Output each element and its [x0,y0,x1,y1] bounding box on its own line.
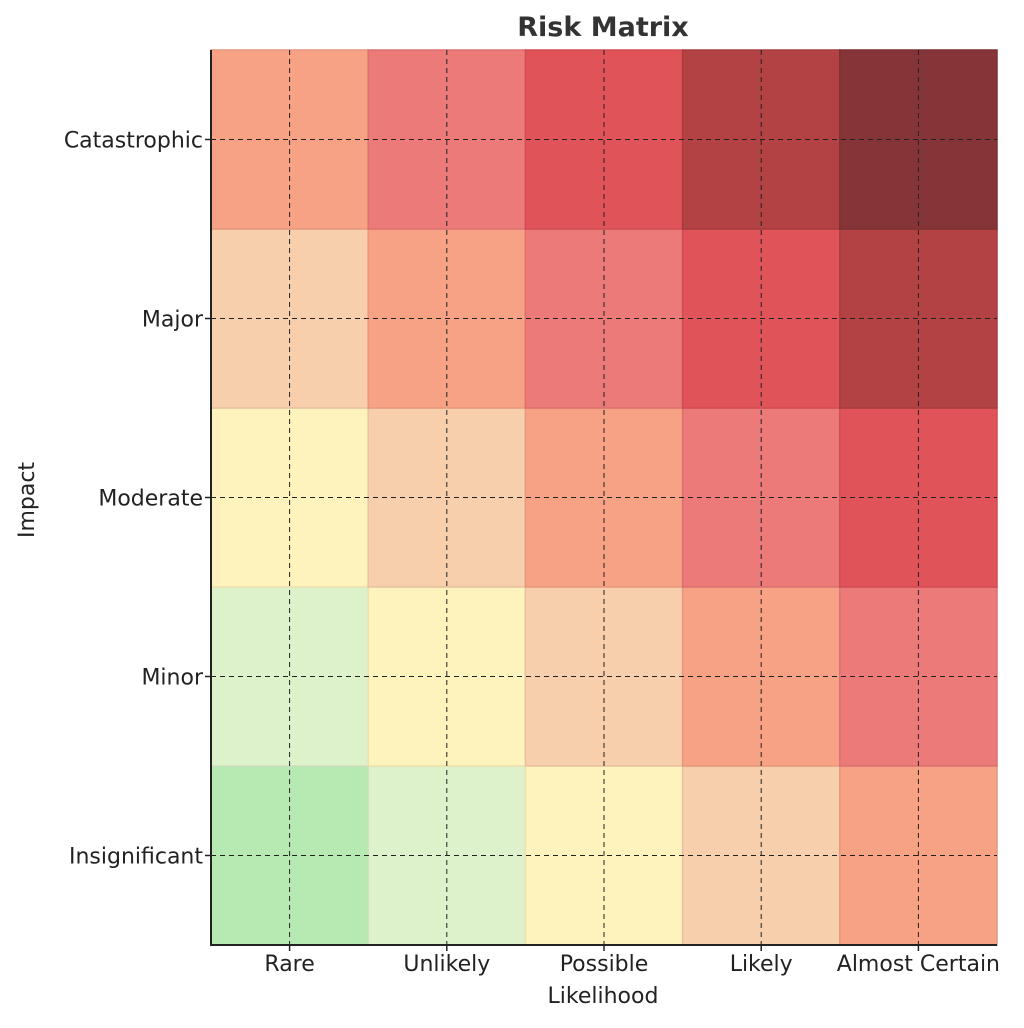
x-tick-label: Possible [560,952,649,977]
y-tick-label: Minor [141,666,203,691]
y-tick-label: Catastrophic [64,129,203,154]
x-axis-label: Likelihood [548,984,659,1009]
heatmap-cell-moderate-rare [210,407,369,588]
chart-title: Risk Matrix [517,12,688,43]
x-tick-label: Rare [264,952,314,977]
y-axis-label: Impact [15,462,40,538]
heatmap-cell-minor-rare [210,586,369,767]
y-tick-label: Major [142,308,204,333]
x-tick-labels: Rare Unlikely Possible Likely Almost Certain [264,945,1000,977]
gridlines [211,50,997,945]
x-tick-label: Almost Certain [837,952,1000,977]
x-tick-label: Likely [730,952,793,977]
heatmap-cell-major-rare [210,228,369,409]
x-tick-label: Unlikely [403,952,490,977]
heatmap-cell-catastrophic-rare [210,49,369,230]
y-tick-labels: Insignificant Minor Moderate Major Catastrop… [64,129,211,870]
y-tick-label: Moderate [98,487,203,512]
y-tick-label: Insignificant [69,845,203,870]
